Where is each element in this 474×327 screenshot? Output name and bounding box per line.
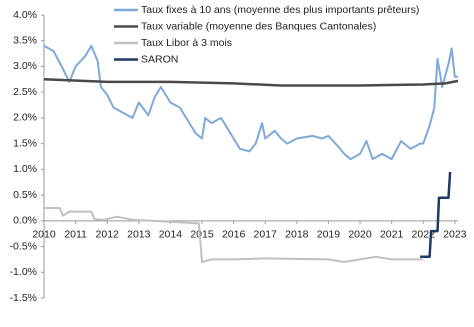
x-tick-label: 2021: [380, 229, 404, 241]
x-tick-label: 2016: [222, 229, 246, 241]
legend-label: Taux Libor à 3 mois: [141, 37, 232, 49]
y-tick-label: 1.5%: [13, 137, 37, 149]
y-tick-label: 4.0%: [13, 9, 37, 21]
series-line: [44, 207, 424, 263]
y-tick-label: -0.5%: [10, 240, 37, 252]
series-line: [420, 171, 452, 259]
x-tick-label: 2013: [127, 229, 151, 241]
y-tick-label: 3.5%: [13, 35, 37, 47]
y-tick-label: 0.0%: [13, 215, 37, 227]
x-tick-label: 2012: [96, 229, 120, 241]
y-tick-label: -1.0%: [10, 266, 37, 278]
legend-label: Taux fixes à 10 ans (moyenne des plus im…: [141, 4, 419, 16]
x-tick-label: 2023: [443, 229, 467, 241]
x-tick-label: 2010: [32, 229, 56, 241]
y-tick-label: 2.0%: [13, 112, 37, 124]
x-tick-label: 2018: [285, 229, 309, 241]
y-tick-label: 3.0%: [13, 60, 37, 72]
x-tick-label: 2011: [64, 229, 87, 241]
series-line: [43, 44, 458, 161]
legend-label: SARON: [141, 53, 178, 65]
x-tick-label: 2015: [190, 229, 214, 241]
y-tick-label: 1.0%: [13, 163, 37, 175]
legend-label: Taux variable (moyenne des Banques Canto…: [141, 20, 376, 32]
x-tick-label: 2022: [412, 229, 436, 241]
y-tick-label: 2.5%: [13, 86, 37, 98]
y-tick-label: -1.5%: [10, 292, 37, 304]
x-tick-label: 2020: [348, 229, 372, 241]
x-tick-label: 2014: [159, 229, 183, 241]
y-tick-label: 0.5%: [13, 189, 37, 201]
x-tick-label: 2017: [254, 229, 278, 241]
series-line: [43, 78, 459, 87]
x-tick-label: 2019: [317, 229, 341, 241]
